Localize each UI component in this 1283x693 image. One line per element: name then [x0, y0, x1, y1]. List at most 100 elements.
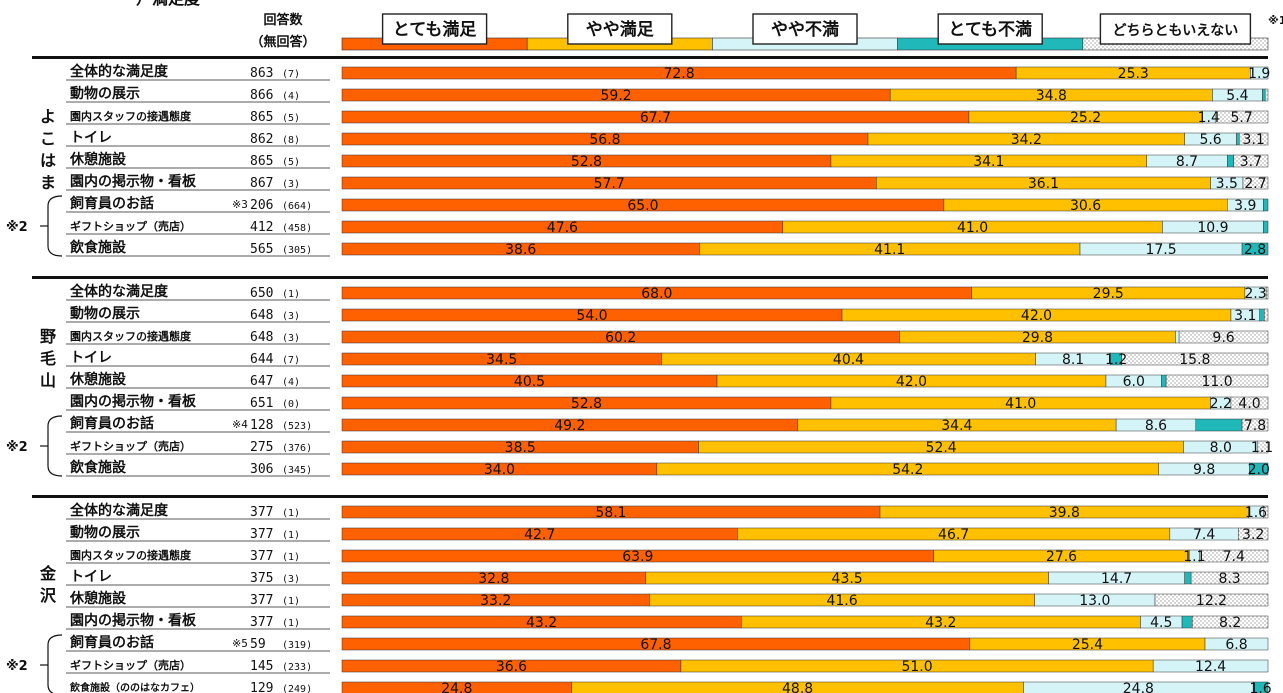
data-label-neither: 15.8 [1179, 352, 1210, 368]
chart-row: トイレ 644 (7) 34.5 40.4 8.1 1.2 15.8 [66, 350, 1269, 368]
chart-row: 園内スタッフの接遇態度 377 (1) 63.9 27.6 1.1 7.4 [66, 548, 1269, 565]
data-label-somewhat_satisfied: 25.3 [1118, 66, 1149, 82]
row-count: 129 [250, 681, 273, 693]
row-label: 園内スタッフの接遇態度 [70, 109, 192, 123]
data-label-somewhat_satisfied: 51.0 [901, 659, 932, 675]
data-label-very_dissatisfied: 1.6 [1249, 681, 1271, 693]
data-label-somewhat_satisfied: 42.0 [896, 374, 927, 390]
data-label-somewhat_satisfied: 27.6 [1046, 549, 1077, 565]
note-bracket [47, 415, 63, 477]
row-no-answer: (458) [282, 223, 312, 234]
data-label-somewhat_dissatisfied: 4.5 [1150, 615, 1172, 631]
data-label-neither: 11.0 [1201, 374, 1232, 390]
row-count: 377 [250, 615, 273, 630]
row-count: 865 [250, 154, 273, 169]
data-label-somewhat_satisfied: 39.8 [1049, 505, 1080, 521]
row-count: 647 [250, 374, 273, 389]
bar-segment-very_dissatisfied [1249, 462, 1269, 476]
data-label-very_satisfied: 59.2 [601, 88, 632, 104]
data-label-somewhat_satisfied: 41.0 [957, 220, 988, 236]
row-no-answer: (1) [282, 289, 300, 300]
data-label-somewhat_dissatisfied: 6.8 [1225, 637, 1247, 653]
data-label-somewhat_dissatisfied: 3.5 [1216, 176, 1238, 192]
chart-row: 動物の展示 377 (1) 42.7 46.7 7.4 3.2 [66, 524, 1269, 543]
note-marker: ※2 [6, 440, 28, 455]
data-label-somewhat_dissatisfied: 24.8 [1123, 681, 1154, 693]
row-count: 648 [250, 330, 273, 345]
row-no-answer: (345) [282, 465, 312, 476]
data-label-somewhat_satisfied: 34.2 [1011, 132, 1042, 148]
data-label-somewhat_dissatisfied: 1.6 [1245, 505, 1267, 521]
data-label-somewhat_dissatisfied: 2.2 [1210, 396, 1232, 412]
data-label-somewhat_satisfied: 42.0 [1021, 308, 1052, 324]
bar-segment-neither [1121, 352, 1269, 366]
bar-segment-very_dissatisfied [1252, 681, 1269, 693]
bar-segment-somewhat_dissatisfied [1250, 66, 1269, 80]
bar-segment-very_dissatisfied [1263, 220, 1269, 234]
data-label-very_satisfied: 57.7 [594, 176, 625, 192]
row-count: 865 [250, 110, 273, 125]
bar-segment-very_dissatisfied [1227, 154, 1234, 168]
row-label: 全体的な満足度 [69, 63, 169, 80]
row-count: 867 [250, 176, 273, 191]
legend-label-box-very_dissatisfied [937, 13, 1043, 45]
row-no-answer: (523) [282, 421, 312, 432]
data-label-neither: 7.4 [1223, 549, 1245, 565]
chart-row: 飲食施設（ののはなカフェ） 129 (249) 24.8 48.8 24.8 1.6 [69, 681, 1272, 693]
data-label-somewhat_satisfied: 36.1 [1028, 176, 1059, 192]
data-label-somewhat_dissatisfied: 9.8 [1193, 462, 1215, 478]
bar-segment-neither [1239, 132, 1269, 146]
data-label-somewhat_satisfied: 48.8 [782, 681, 813, 693]
row-label: 飲食施設 [69, 459, 127, 476]
group-name-char: 沢 [40, 586, 57, 605]
data-label-somewhat_satisfied: 41.0 [1005, 396, 1036, 412]
data-label-somewhat_dissatisfied: 13.0 [1079, 593, 1110, 609]
data-label-somewhat_satisfied: 46.7 [938, 527, 969, 543]
row-note: ※4 [232, 418, 248, 431]
row-no-answer: (664) [282, 201, 312, 212]
data-label-very_satisfied: 63.9 [622, 549, 653, 565]
row-label: トイレ [70, 130, 112, 146]
chart-row: 園内スタッフの接遇態度 865 (5) 67.7 25.2 1.4 5.7 [66, 109, 1269, 126]
data-label-somewhat_satisfied: 29.8 [1022, 330, 1053, 346]
row-no-answer: (3) [282, 179, 300, 190]
data-label-very_satisfied: 54.0 [576, 308, 607, 324]
note-bracket [47, 195, 63, 257]
bar-segment-neither [1199, 549, 1269, 563]
chart-row: 園内の掲示物・看板 651 (0) 52.8 41.0 2.2 4.0 [66, 393, 1269, 412]
bar-segment-very_dissatisfied [1184, 571, 1192, 585]
data-label-somewhat_dissatisfied: 1.4 [1198, 110, 1220, 126]
row-count: 59 [250, 637, 266, 652]
data-label-very_satisfied: 52.8 [571, 154, 602, 170]
chart-row: ギフトショップ（売店） 145 (233) 36.6 51.0 12.4 [66, 658, 1269, 675]
chart-row: 飼育員のお話 ※5 59 (319) 67.8 25.4 6.8 [66, 634, 1269, 653]
row-label: 全体的な満足度 [69, 283, 169, 300]
row-label: ギフトショップ（売店） [70, 658, 191, 672]
bar-segment-neither [1257, 440, 1269, 454]
data-label-somewhat_dissatisfied: 10.9 [1197, 220, 1228, 236]
data-label-somewhat_satisfied: 25.2 [1070, 110, 1101, 126]
data-label-somewhat_dissatisfied: 1.9 [1248, 66, 1270, 82]
bar-segment-neither [1265, 286, 1269, 300]
row-label: ギフトショップ（売店） [70, 219, 191, 233]
legend-label-box-neither [1099, 13, 1252, 45]
data-label-somewhat_satisfied: 25.4 [1072, 637, 1103, 653]
data-label-somewhat_dissatisfied: 14.7 [1101, 571, 1132, 587]
data-label-somewhat_satisfied: 41.6 [826, 593, 857, 609]
row-count: 375 [250, 571, 273, 586]
legend-label-somewhat_satisfied: やや満足 [586, 19, 654, 40]
row-no-answer: (3) [282, 333, 300, 344]
chart-header: ）満足度 回答数 （無回答） [136, 0, 316, 50]
data-label-very_satisfied: 58.1 [595, 505, 626, 521]
chart-row: 動物の展示 648 (3) 54.0 42.0 3.1 [66, 305, 1269, 324]
row-label: 動物の展示 [70, 305, 140, 322]
legend-label-box-very_satisfied [381, 13, 488, 45]
row-count: 651 [250, 396, 273, 411]
row-no-answer: (1) [282, 552, 300, 563]
row-label: 飼育員のお話 [69, 195, 154, 212]
row-count: 412 [250, 220, 273, 235]
data-label-very_satisfied: 38.5 [505, 440, 536, 456]
data-label-somewhat_dissatisfied: 7.4 [1193, 527, 1215, 543]
data-label-somewhat_dissatisfied: 8.6 [1145, 418, 1167, 434]
